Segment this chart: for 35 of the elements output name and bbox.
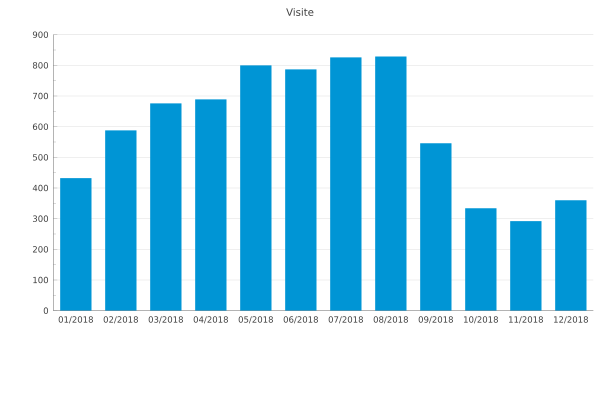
x-tick-label: 01/2018 [58, 316, 93, 324]
x-tick-label: 11/2018 [509, 316, 543, 324]
x-tick-label: 10/2018 [464, 316, 498, 324]
bar [105, 130, 137, 311]
y-tick-label: 800 [32, 62, 48, 69]
x-tick-label: 12/2018 [554, 316, 588, 324]
x-tick-label: 04/2018 [194, 316, 228, 324]
bar [510, 221, 542, 311]
x-tick-label: 02/2018 [104, 316, 138, 324]
bar [240, 65, 272, 311]
bar [420, 143, 452, 311]
y-tick-label: 0 [44, 307, 48, 314]
bar [60, 178, 92, 311]
bar [285, 69, 317, 311]
y-tick-label: 200 [32, 246, 48, 253]
y-tick-label: 700 [33, 92, 48, 100]
x-tick-label: 09/2018 [418, 316, 453, 324]
bar [555, 200, 587, 311]
bar [150, 103, 182, 311]
y-tick-label: 600 [32, 123, 48, 130]
chart-title: Visite [286, 8, 314, 16]
y-tick-label: 400 [32, 184, 48, 192]
y-tick-label: 500 [32, 154, 48, 161]
bar [330, 57, 362, 311]
x-tick-label: 07/2018 [328, 316, 363, 324]
y-tick-label: 300 [32, 215, 48, 222]
x-tick-label: 06/2018 [284, 316, 318, 324]
bar [195, 99, 226, 311]
bar [465, 208, 497, 311]
y-tick-label: 900 [32, 31, 48, 38]
bar [375, 56, 407, 311]
x-tick-label: 08/2018 [374, 316, 408, 324]
y-tick-label: 100 [33, 276, 48, 284]
x-tick-label: 05/2018 [238, 316, 273, 324]
x-tick-label: 03/2018 [148, 316, 183, 324]
